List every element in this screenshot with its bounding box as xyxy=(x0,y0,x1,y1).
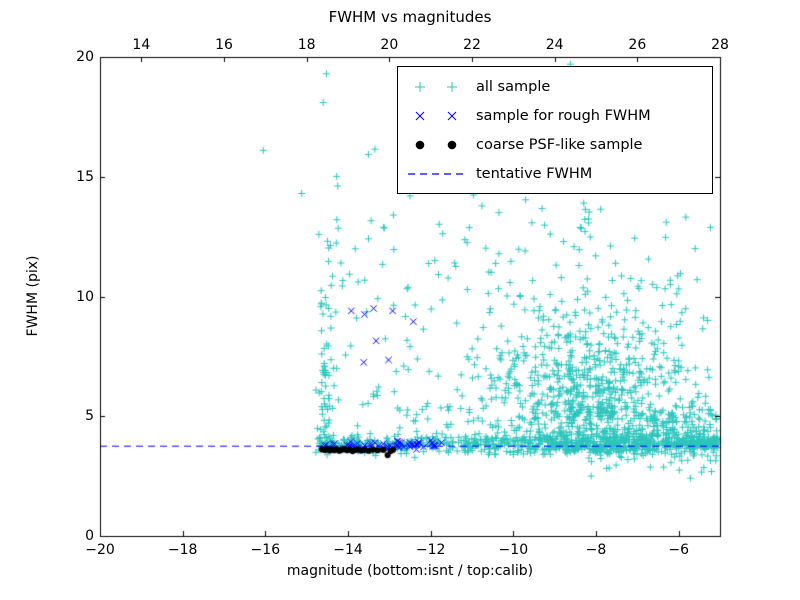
x-tick-label-bottom: −20 xyxy=(85,542,115,558)
legend: all sample sample for rough FWHM coarse PS… xyxy=(397,66,713,194)
y-tick-label: 5 xyxy=(85,408,94,425)
legend-item-all-sample: all sample xyxy=(404,72,706,101)
x-tick-label-top: 22 xyxy=(463,37,481,53)
x-tick-label-top: 18 xyxy=(297,37,316,53)
legend-item-label: all sample xyxy=(476,78,551,95)
y-tick-label: 0 xyxy=(85,528,94,544)
legend-item-label: tentative FWHM xyxy=(476,165,593,182)
legend-item-label: coarse PSF-like sample xyxy=(476,136,643,153)
x-tick-label-top: 24 xyxy=(545,37,564,53)
x-marker-icon xyxy=(415,111,457,120)
y-tick-label: 15 xyxy=(76,168,94,185)
x-tick-label-bottom: −8 xyxy=(585,542,607,558)
x-tick-label-top: 28 xyxy=(711,37,729,53)
x-tick-label-top: 14 xyxy=(132,37,151,53)
chart-title: FWHM vs magnitudes xyxy=(328,8,492,26)
y-tick-label: 20 xyxy=(76,49,94,65)
legend-item-coarse-psf-like-sample: coarse PSF-like sample xyxy=(404,130,706,159)
x-tick-label-top: 16 xyxy=(215,37,233,53)
dot-marker-icon xyxy=(415,140,457,149)
x-tick-label-bottom: −10 xyxy=(498,542,529,558)
x-tick-label-top: 26 xyxy=(628,37,647,53)
x-tick-label-bottom: −18 xyxy=(167,542,198,558)
legend-item-label: sample for rough FWHM xyxy=(476,107,651,124)
plus-marker-icon xyxy=(415,81,457,92)
x-tick-label-bottom: −12 xyxy=(415,542,446,558)
legend-item-sample-for-rough-fwhm: sample for rough FWHM xyxy=(404,101,706,130)
x-tick-label-bottom: −14 xyxy=(333,542,363,558)
x-axis-label: magnitude (bottom:isnt / top:calib) xyxy=(286,563,534,579)
y-axis-label: FWHM (pix) xyxy=(25,255,41,337)
y-tick-label: 10 xyxy=(76,288,94,305)
dashed-line-icon xyxy=(408,172,464,175)
x-tick-label-bottom: −6 xyxy=(668,542,689,558)
x-tick-label-bottom: −16 xyxy=(250,542,281,558)
legend-item-tentative-fwhm: tentative FWHM xyxy=(404,159,706,188)
x-tick-label-top: 20 xyxy=(380,37,399,53)
